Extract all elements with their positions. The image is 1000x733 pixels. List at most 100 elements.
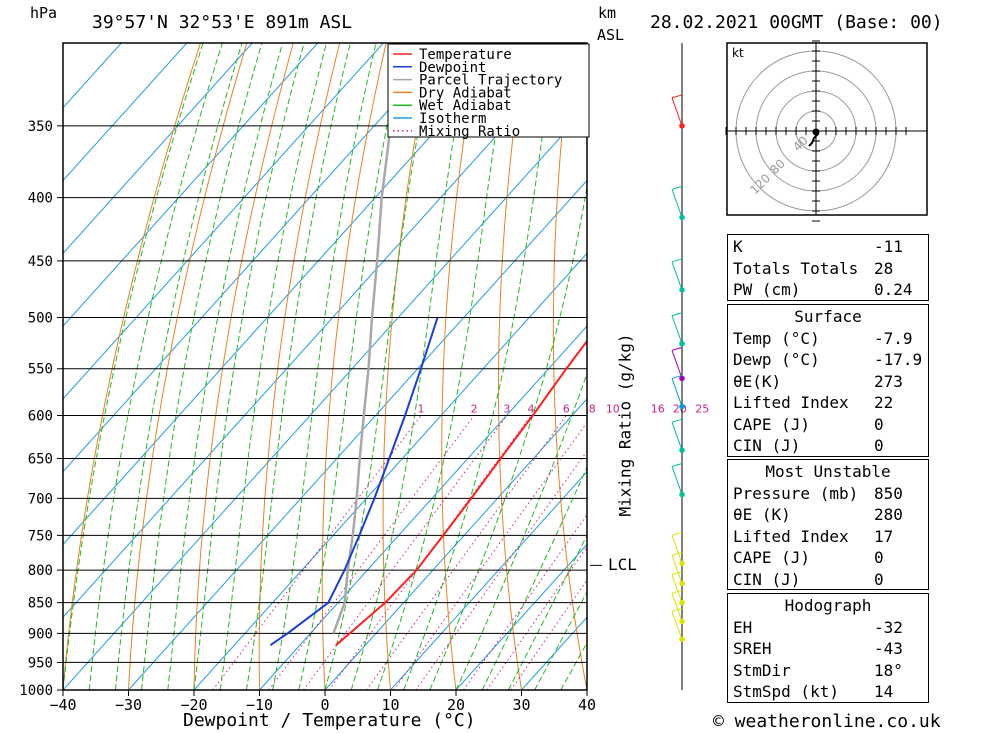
wind-level-dot	[679, 403, 685, 410]
pressure-tick-label: 950	[28, 655, 53, 671]
surface-value: -7.9	[874, 328, 913, 348]
wind-level-dot	[679, 491, 685, 498]
pressure-tick-label: 850	[28, 596, 53, 612]
wind-barb-flag	[671, 462, 683, 467]
isotherm-line	[259, 325, 587, 690]
mu-key: CAPE (J)	[733, 548, 811, 567]
mixing-ratio-line	[415, 450, 587, 690]
hodo-value: 18°	[874, 660, 903, 680]
wind-barb-flag	[671, 374, 683, 379]
isotherm-line	[390, 470, 587, 690]
dry-adiabat-line	[128, 43, 248, 690]
wind-level-dot	[679, 123, 685, 129]
mixing-ratio-label: 2	[471, 402, 478, 415]
surface-panel: Surface Temp (°C) -7.9 Dewp (°C) -17.9 θE(…	[727, 304, 929, 457]
wind-level-dot	[679, 560, 685, 567]
temp-tick-label: −40	[49, 696, 76, 714]
surface-value: 22	[874, 393, 894, 412]
temp-tick-label: 10	[381, 696, 399, 714]
isotherm-line	[455, 543, 587, 690]
isotherm-line	[63, 43, 515, 546]
dry-adiabat-line	[990, 43, 1000, 690]
pressure-tick-label: 900	[28, 626, 53, 642]
mixing-ratio-label: 3	[503, 402, 510, 415]
index-key: K	[733, 237, 743, 256]
wind-barb	[671, 261, 683, 291]
mixing-ratio-line	[463, 514, 587, 690]
location-title: 39°57'N 32°53'E 891m ASL	[92, 12, 353, 33]
legend-label: Isotherm	[419, 111, 486, 127]
hodo-key: SREH	[733, 639, 772, 658]
temperature-line	[335, 339, 587, 646]
isotherm-line	[193, 252, 587, 690]
mixing-ratio-line	[268, 415, 475, 690]
hodo-value: 14	[874, 682, 894, 701]
legend-label: Dry Adiabat	[419, 85, 512, 101]
isotherm-line	[63, 43, 384, 400]
index-value: 28	[874, 258, 894, 278]
temp-tick-label: −10	[246, 696, 273, 714]
wind-barb	[671, 315, 683, 344]
mixing-ratio-label: 20	[673, 402, 687, 415]
most-unstable-title: Most Unstable	[765, 462, 891, 481]
mu-value: 0	[874, 569, 884, 589]
wind-barb-flag	[671, 589, 683, 594]
wind-barb-flag	[671, 312, 683, 317]
wind-level-dot	[679, 375, 685, 382]
temp-tick-label: 0	[320, 696, 329, 714]
surface-key: Dewp (°C)	[733, 350, 820, 369]
pressure-tick-label: 650	[28, 452, 53, 468]
hpa-unit-label: hPa	[30, 4, 58, 22]
wind-barb	[671, 555, 683, 584]
dry-adiabat-line	[497, 43, 526, 690]
temp-tick-label: −30	[115, 696, 142, 714]
lcl-label: LCL	[608, 555, 637, 574]
mu-key: Pressure (mb)	[733, 483, 859, 503]
surface-key: Temp (°C)	[733, 328, 820, 348]
hodo-value: -43	[874, 639, 903, 658]
pressure-tick-label: 600	[28, 408, 53, 424]
isotherm-line	[128, 179, 587, 690]
wind-barb	[671, 350, 683, 379]
isotherm-line	[63, 43, 450, 473]
surface-value: 273	[874, 371, 903, 391]
surface-value: -17.9	[874, 350, 923, 369]
legend-box	[387, 43, 590, 138]
pressure-tick-label: 350	[28, 119, 53, 135]
wet-adiabat-line	[219, 43, 327, 690]
dry-adiabat-line	[258, 43, 341, 690]
wet-adiabat-line	[141, 43, 263, 690]
surface-value: 0	[874, 414, 884, 434]
isotherm-line	[63, 43, 122, 109]
index-row-k: K -11	[728, 235, 928, 257]
temp-tick-label: 40	[578, 696, 596, 714]
wind-barb-flag	[671, 551, 683, 556]
wind-barb	[671, 466, 683, 495]
mixing-ratio-line	[212, 415, 422, 690]
legend-label: Mixing Ratio	[419, 124, 520, 140]
wind-barb-flag	[671, 607, 683, 612]
pressure-tick-label: 700	[28, 491, 53, 507]
hodograph-title: Hodograph	[784, 596, 872, 615]
temp-tick-label: 20	[447, 696, 465, 714]
dewpoint-line	[269, 317, 439, 647]
wind-barb	[671, 611, 683, 640]
wind-level-dot	[679, 580, 685, 587]
wet-adiabat-line	[324, 43, 436, 690]
hodo-key: StmDir	[733, 660, 791, 680]
wind-level-dot	[679, 340, 685, 347]
mu-value: 280	[874, 505, 903, 524]
isotherm-line	[63, 43, 253, 255]
surface-value: 0	[874, 436, 884, 455]
hodograph-unit-label: kt	[732, 46, 744, 60]
index-key: Totals Totals	[733, 258, 859, 278]
wet-adiabat-line	[245, 43, 351, 690]
legend-label: Temperature	[419, 47, 512, 63]
pressure-tick-label: 800	[28, 563, 53, 579]
wind-barb	[671, 574, 683, 603]
parcel-trajectory-line	[332, 43, 405, 634]
index-value: 0.24	[874, 280, 913, 299]
